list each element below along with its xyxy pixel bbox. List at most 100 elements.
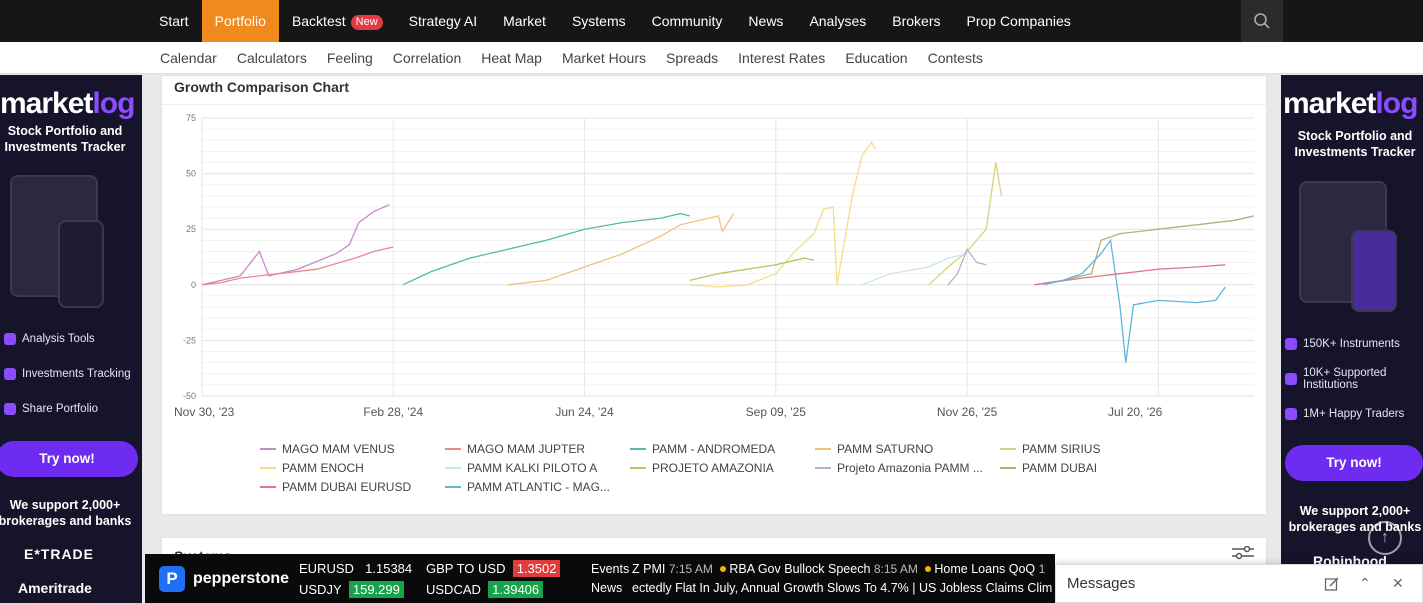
legend-label: MAGO MAM JUPTER <box>467 442 586 456</box>
growth-comparison-card: Growth Comparison Chart 75 50 25 0 -25 -50 Nov… <box>161 75 1267 515</box>
pair-name: USDCAD <box>426 582 481 597</box>
event-name: RBA Gov Bullock Speech <box>729 562 871 576</box>
nav-item-systems[interactable]: Systems <box>559 0 639 42</box>
try-now-button[interactable]: Try now! <box>1285 445 1423 481</box>
series-line <box>928 162 1003 286</box>
nav-item-market[interactable]: Market <box>490 0 559 42</box>
pepperstone-logo[interactable]: P pepperstone <box>159 566 289 592</box>
analysis-icon <box>4 333 16 345</box>
x-tick-label: Jun 24, '24 <box>555 405 614 419</box>
institutions-icon <box>1285 373 1297 385</box>
subnav-item-interest-rates[interactable]: Interest Rates <box>738 50 826 66</box>
event-dot <box>925 566 932 572</box>
card-divider <box>162 104 1266 105</box>
legend-item[interactable]: PAMM SATURNO <box>815 442 933 456</box>
chevron-up-icon[interactable]: ⌃ <box>1359 575 1371 591</box>
subnav-item-correlation[interactable]: Correlation <box>392 50 462 66</box>
pair-value: 1.3502 <box>512 560 561 577</box>
subnav-item-spreads[interactable]: Spreads <box>666 50 719 66</box>
subnav-item-market-hours[interactable]: Market Hours <box>561 50 646 66</box>
nav-item-community[interactable]: Community <box>639 0 736 42</box>
subnav-item-heat-map[interactable]: Heat Map <box>481 50 542 66</box>
tracking-icon <box>4 368 16 380</box>
close-icon[interactable]: ✕ <box>1392 575 1404 591</box>
nav-item-label: Market <box>503 13 546 29</box>
ticker-pair[interactable]: EURUSD 1.15384 <box>299 560 416 577</box>
sub-nav-items: Calendar Calculators Feeling Correlation Hea… <box>150 42 993 74</box>
series-line <box>1033 264 1226 286</box>
nav-item-prop-companies[interactable]: Prop Companies <box>953 0 1083 42</box>
nav-item-news[interactable]: News <box>735 0 796 42</box>
legend-item[interactable]: PAMM DUBAI <box>1000 461 1097 475</box>
legend-label: PAMM KALKI PILOTO A <box>467 461 598 475</box>
growth-chart[interactable]: 75 50 25 0 -25 -50 Nov 30, '23 Feb 28, '24 Jun 2… <box>162 106 1266 431</box>
event-dot <box>720 566 727 572</box>
legend-item[interactable]: PAMM ATLANTIC - MAG... <box>445 480 610 494</box>
x-tick-label: Feb 28, '24 <box>363 405 423 419</box>
series-line <box>1043 238 1226 363</box>
filter-icon[interactable] <box>1232 546 1254 560</box>
subnav-item-calculators[interactable]: Calculators <box>236 50 307 66</box>
ticker-pair[interactable]: USDJY 159.299 <box>299 581 404 598</box>
legend-item[interactable]: MAGO MAM VENUS <box>260 442 395 456</box>
ad-feature: 150K+ Instruments <box>1285 338 1400 350</box>
legend-item[interactable]: MAGO MAM JUPTER <box>445 442 585 456</box>
secondary-navigation: Calendar Calculators Feeling Correlation Hea… <box>0 42 1423 74</box>
nav-item-backtest[interactable]: Backtest New <box>279 0 396 42</box>
legend-item[interactable]: Projeto Amazonia PAMM ... <box>815 461 983 475</box>
nav-item-analyses[interactable]: Analyses <box>796 0 879 42</box>
y-tick-label: 25 <box>186 224 196 234</box>
subnav-item-calendar[interactable]: Calendar <box>160 50 217 66</box>
series-line <box>689 141 876 288</box>
search-button[interactable] <box>1241 0 1283 42</box>
try-now-button[interactable]: Try now! <box>0 441 138 477</box>
ad-tagline: Stock Portfolio and Investments Tracker <box>1294 129 1416 159</box>
scroll-to-top-button[interactable]: ↑ <box>1368 521 1402 555</box>
ad-feature: Investments Tracking <box>4 368 131 380</box>
nav-item-start[interactable]: Start <box>146 0 202 42</box>
ticker-pair[interactable]: GBP TO USD 1.3502 <box>426 560 561 577</box>
nav-item-label: Backtest <box>291 13 346 29</box>
card-title: Growth Comparison Chart <box>174 79 350 95</box>
instruments-icon <box>1285 338 1297 350</box>
ticker-pair[interactable]: USDCAD 1.39406 <box>426 581 544 598</box>
y-tick-label: 0 <box>191 280 196 290</box>
legend-label: Projeto Amazonia PAMM ... <box>837 461 983 475</box>
market-ticker-bar[interactable]: P pepperstone EURUSD 1.15384 USDJY 159.2… <box>145 554 1055 603</box>
new-badge: New <box>350 15 383 30</box>
legend-item[interactable]: PAMM DUBAI EURUSD <box>260 480 411 494</box>
legend-swatch <box>815 448 831 450</box>
left-advertisement[interactable]: marketlog Stock Portfolio and Investment… <box>0 75 142 603</box>
events-label: Events <box>591 562 630 576</box>
nav-item-label: Prop Companies <box>966 13 1071 29</box>
legend-item[interactable]: PAMM ENOCH <box>260 461 364 475</box>
news-row[interactable]: ectedly Flat In July, Annual Growth Slow… <box>632 581 1053 595</box>
nav-item-portfolio[interactable]: Portfolio <box>201 0 279 42</box>
nav-item-label: Community <box>651 13 723 29</box>
right-advertisement[interactable]: marketlog Stock Portfolio and Investment… <box>1281 75 1423 603</box>
legend-swatch <box>445 486 461 488</box>
nav-item-label: Start <box>159 13 189 29</box>
event-name: Z PMI <box>632 562 666 576</box>
event-time: 7:15 AM <box>668 562 713 576</box>
legend-label: PAMM SIRIUS <box>1022 442 1101 456</box>
search-icon <box>1254 13 1270 29</box>
series-line <box>507 213 735 286</box>
legend-label: PAMM DUBAI <box>1022 461 1098 475</box>
pair-value: 1.39406 <box>488 581 544 598</box>
compose-icon[interactable] <box>1324 576 1340 592</box>
subnav-item-feeling[interactable]: Feeling <box>326 50 373 66</box>
legend-item[interactable]: PAMM SIRIUS <box>1000 442 1100 456</box>
legend-item[interactable]: PROJETO AMAZONIA <box>630 461 774 475</box>
events-row[interactable]: Z PMI 7:15 AM RBA Gov Bullock Speech 8:1… <box>632 562 1055 576</box>
legend-item[interactable]: PAMM - ANDROMEDA <box>630 442 775 456</box>
nav-item-brokers[interactable]: Brokers <box>879 0 953 42</box>
subnav-item-contests[interactable]: Contests <box>927 50 983 66</box>
legend-item[interactable]: PAMM KALKI PILOTO A <box>445 461 597 475</box>
subnav-item-education[interactable]: Education <box>845 50 908 66</box>
nav-item-strategy-ai[interactable]: Strategy AI <box>396 0 490 42</box>
messages-widget[interactable]: Messages ⌃ ✕ <box>1055 564 1423 603</box>
ad-feature-label: Share Portfolio <box>22 403 99 415</box>
legend-label: PAMM ATLANTIC - MAG... <box>467 480 610 494</box>
legend-label: MAGO MAM VENUS <box>282 442 395 456</box>
